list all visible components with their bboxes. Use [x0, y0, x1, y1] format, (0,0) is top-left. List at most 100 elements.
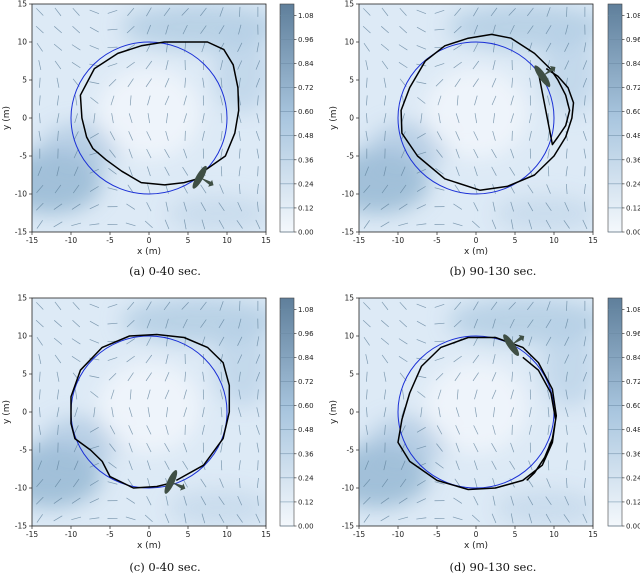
- x-tick-label: -5: [106, 236, 114, 245]
- colorbar-tick-label: 0.60: [626, 402, 640, 410]
- y-tick-label: 15: [17, 294, 27, 303]
- x-tick-label: 15: [588, 236, 598, 245]
- y-axis-label: y (m): [2, 400, 12, 424]
- colorbar-tick-label: 0.84: [626, 60, 640, 68]
- x-tick-label: 15: [261, 530, 271, 539]
- x-tick-label: 10: [222, 236, 232, 245]
- colorbar-tick-label: 0.24: [298, 474, 314, 482]
- colorbar-tick-label: 0.60: [298, 108, 314, 116]
- y-tick-label: 5: [349, 76, 354, 85]
- y-axis-label: y (m): [329, 400, 339, 424]
- aircraft-icon: [503, 334, 525, 356]
- x-axis-label: x (m): [464, 541, 488, 551]
- x-tick-label: 0: [147, 530, 152, 539]
- y-tick-label: 10: [17, 38, 27, 47]
- colorbar-tick-label: 0.48: [298, 426, 314, 434]
- y-tick-label: 10: [344, 332, 354, 341]
- y-tick-label: -15: [15, 522, 27, 531]
- colorbar: 0.00 0.12 0.24 0.36 0.48 0.60 0.72 0.84 0.96 1.08: [279, 3, 314, 237]
- colorbar: 0.00 0.12 0.24 0.36 0.48 0.60 0.72 0.84 0.96 1.08: [607, 3, 640, 237]
- panel-caption: (c) 0-40 sec.: [129, 560, 200, 574]
- chart-panel-4: -15 -10 -5 0 5 10 15 -15 -10 -5 0 5 10 15 x (m) y (m) 0.…: [329, 294, 640, 574]
- wind-field-heatmap: [359, 298, 593, 526]
- x-axis-label: x (m): [464, 247, 488, 257]
- x-tick-label: 10: [549, 236, 559, 245]
- x-tick-label: 5: [513, 530, 518, 539]
- panel-caption: (b) 90-130 sec.: [450, 264, 537, 278]
- x-axis-label: x (m): [137, 541, 161, 551]
- colorbar-tick-label: 0.72: [626, 378, 640, 386]
- colorbar-tick-label: 0.60: [298, 402, 314, 410]
- colorbar-tick-label: 0.12: [298, 498, 314, 506]
- y-tick-label: 0: [22, 114, 27, 123]
- colorbar-tick-label: 0.84: [626, 354, 640, 362]
- colorbar-tick-label: 0.36: [298, 450, 314, 458]
- colorbar-tick-label: 0.72: [298, 378, 314, 386]
- panel-caption: (a) 0-40 sec.: [129, 264, 201, 278]
- colorbar-tick-label: 0.24: [626, 180, 640, 188]
- flight-trajectory-line: [397, 336, 558, 491]
- colorbar-tick-label: 0.36: [626, 450, 640, 458]
- colorbar-tick-label: 0.72: [626, 84, 640, 92]
- aircraft-icon: [534, 65, 556, 88]
- y-tick-label: -5: [20, 446, 28, 455]
- wind-vector-arrows: [362, 300, 588, 524]
- colorbar-tick-label: 0.84: [298, 60, 314, 68]
- x-tick-label: -10: [65, 530, 77, 539]
- x-tick-label: 5: [513, 236, 518, 245]
- y-tick-label: -5: [20, 152, 28, 161]
- y-tick-label: -10: [15, 484, 27, 493]
- x-tick-label: 5: [186, 236, 191, 245]
- colorbar: 0.00 0.12 0.24 0.36 0.48 0.60 0.72 0.84 0.96 1.08: [607, 297, 640, 531]
- y-tick-label: 5: [22, 76, 27, 85]
- y-axis-label: y (m): [2, 106, 12, 130]
- chart-panel-1: -15 -10 -5 0 5 10 15 -15 -10 -5 0 5 10 15 x (m) y (m) 0.…: [2, 0, 314, 278]
- colorbar-tick-label: 0.12: [626, 204, 640, 212]
- wind-vector-arrows: [35, 300, 261, 524]
- colorbar-tick-label: 0.00: [298, 523, 314, 531]
- colorbar-tick-label: 0.96: [626, 36, 640, 44]
- y-tick-label: 10: [17, 332, 27, 341]
- colorbar-tick-label: 0.96: [626, 330, 640, 338]
- x-tick-label: -15: [353, 530, 365, 539]
- chart-panel-3: -15 -10 -5 0 5 10 15 -15 -10 -5 0 5 10 15 x (m) y (m) 0.…: [2, 294, 314, 574]
- y-tick-label: -10: [342, 190, 354, 199]
- aircraft-icon: [192, 165, 214, 189]
- y-tick-label: 15: [17, 0, 27, 9]
- y-tick-label: -10: [342, 484, 354, 493]
- colorbar-tick-label: 0.00: [298, 229, 314, 237]
- y-tick-label: 5: [349, 370, 354, 379]
- reference-circle-path: [70, 41, 228, 195]
- x-tick-label: -15: [26, 530, 38, 539]
- colorbar-tick-label: 0.00: [626, 229, 640, 237]
- x-tick-label: -10: [392, 236, 404, 245]
- y-tick-label: -15: [342, 228, 354, 237]
- y-tick-label: -5: [347, 152, 355, 161]
- x-tick-label: 15: [588, 530, 598, 539]
- wind-vector-arrows: [362, 6, 588, 230]
- x-tick-label: -5: [106, 530, 114, 539]
- flight-trajectory-line: [70, 333, 231, 489]
- y-tick-label: 15: [344, 0, 354, 9]
- x-tick-label: 0: [474, 530, 479, 539]
- aircraft-icon: [164, 470, 186, 494]
- x-tick-label: 0: [147, 236, 152, 245]
- colorbar-tick-label: 0.96: [298, 36, 314, 44]
- colorbar-tick-label: 1.08: [298, 12, 314, 20]
- panel-caption: (d) 90-130 sec.: [450, 560, 537, 574]
- colorbar: 0.00 0.12 0.24 0.36 0.48 0.60 0.72 0.84 0.96 1.08: [279, 297, 314, 531]
- reference-circle-path: [397, 41, 555, 195]
- y-tick-label: -15: [342, 522, 354, 531]
- colorbar-tick-label: 1.08: [626, 306, 640, 314]
- colorbar-tick-label: 0.72: [298, 84, 314, 92]
- x-tick-label: -5: [433, 236, 441, 245]
- x-tick-label: 10: [222, 530, 232, 539]
- x-tick-label: 5: [186, 530, 191, 539]
- x-tick-label: -15: [26, 236, 38, 245]
- colorbar-tick-label: 0.48: [298, 132, 314, 140]
- wind-field-heatmap: [32, 298, 266, 526]
- x-tick-label: 15: [261, 236, 271, 245]
- colorbar-tick-label: 0.24: [298, 180, 314, 188]
- colorbar-tick-label: 0.12: [626, 498, 640, 506]
